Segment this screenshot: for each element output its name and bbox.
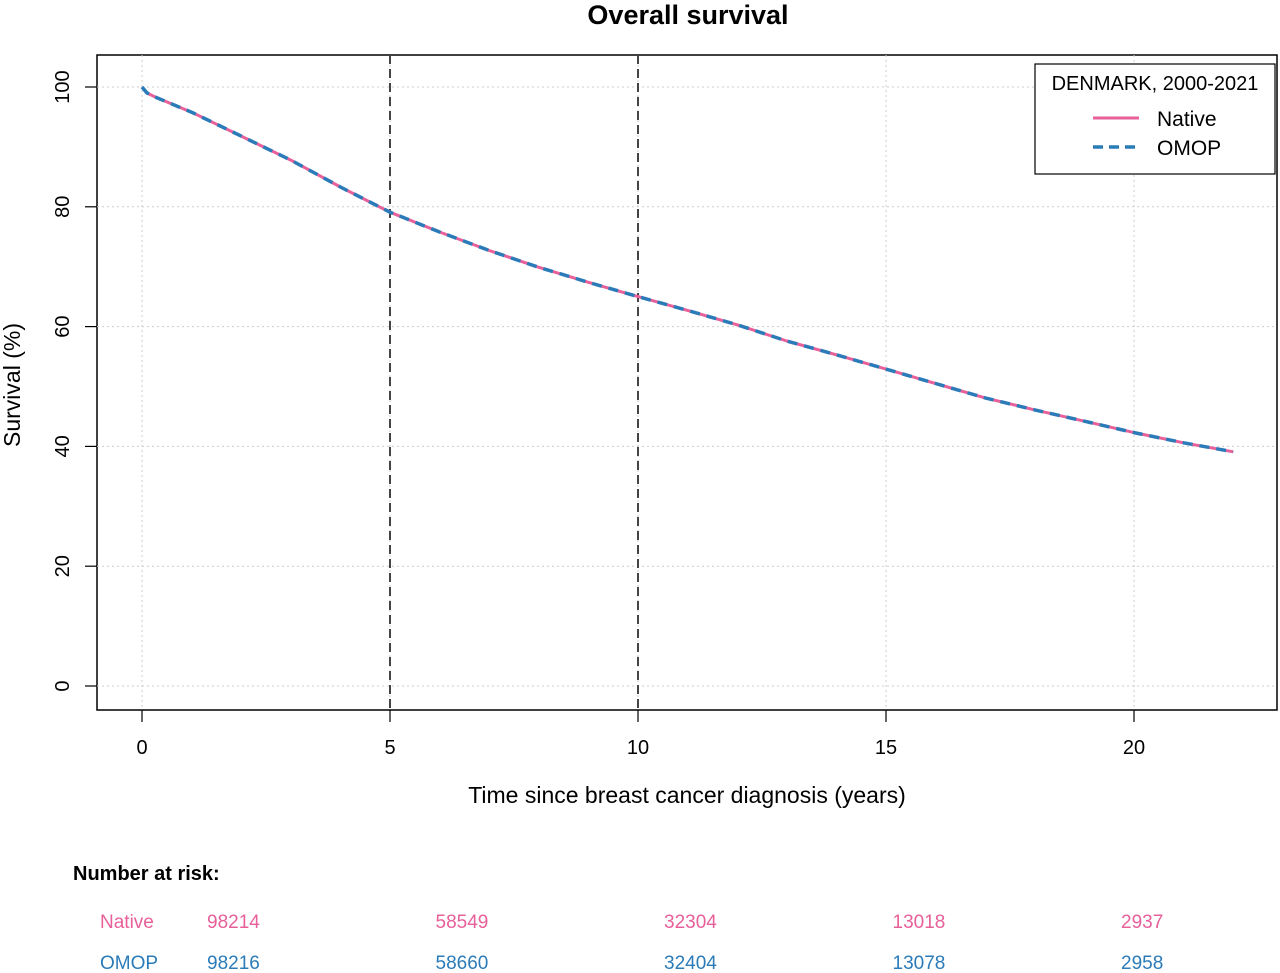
- risk-value-omop-20: 2958: [1121, 953, 1163, 973]
- risk-value-native-5: 58549: [436, 912, 489, 933]
- risk-value-native-10: 32304: [664, 912, 717, 933]
- risk-value-native-20: 2937: [1121, 912, 1163, 933]
- legend-box: [1034, 63, 1276, 175]
- risk-row-label-native: Native: [100, 912, 154, 933]
- series-line-omop: [140, 85, 1234, 454]
- plot-frame: [96, 54, 1278, 711]
- y-axis-label: Survival (%): [0, 323, 25, 447]
- y-tick-label-80: 80: [52, 196, 74, 218]
- risk-value-native-0: 98214: [207, 912, 260, 933]
- x-tick-label-10: 10: [627, 737, 649, 759]
- x-tick-label-0: 0: [136, 737, 147, 759]
- risk-row-label-omop: OMOP: [100, 953, 158, 973]
- risk-value-native-15: 13018: [893, 912, 946, 933]
- risk-value-omop-10: 32404: [664, 953, 717, 973]
- risk-value-omop-0: 98216: [207, 953, 260, 973]
- legend-label-omop: OMOP: [1157, 137, 1221, 160]
- risk-table-heading: Number at risk:: [73, 863, 220, 885]
- x-axis: 0 5 10 15 20: [136, 710, 1145, 759]
- risk-table: Native 98214 58549 32304 13018 2937 OMOP 98216 5…: [100, 912, 1163, 973]
- grid-lines: [97, 55, 1277, 710]
- chart-title: Overall survival: [587, 0, 788, 30]
- legend-title: DENMARK, 2000-2021: [1052, 73, 1259, 95]
- y-axis: 0 20 40 60 80 100: [52, 70, 97, 692]
- y-tick-label-0: 0: [52, 680, 74, 691]
- legend-label-native: Native: [1157, 108, 1217, 131]
- risk-value-omop-15: 13078: [893, 953, 946, 973]
- x-tick-label-20: 20: [1123, 737, 1145, 759]
- x-tick-label-15: 15: [875, 737, 897, 759]
- reference-lines: [389, 55, 639, 710]
- x-axis-label: Time since breast cancer diagnosis (year…: [468, 782, 906, 808]
- y-tick-label-100: 100: [52, 70, 74, 103]
- risk-value-omop-5: 58660: [436, 953, 489, 973]
- y-tick-label-60: 60: [52, 315, 74, 337]
- legend: DENMARK, 2000-2021 Native OMOP: [1034, 63, 1276, 175]
- y-tick-label-40: 40: [52, 435, 74, 457]
- x-tick-label-5: 5: [384, 737, 395, 759]
- series-lines: [140, 85, 1234, 454]
- y-tick-label-20: 20: [52, 555, 74, 577]
